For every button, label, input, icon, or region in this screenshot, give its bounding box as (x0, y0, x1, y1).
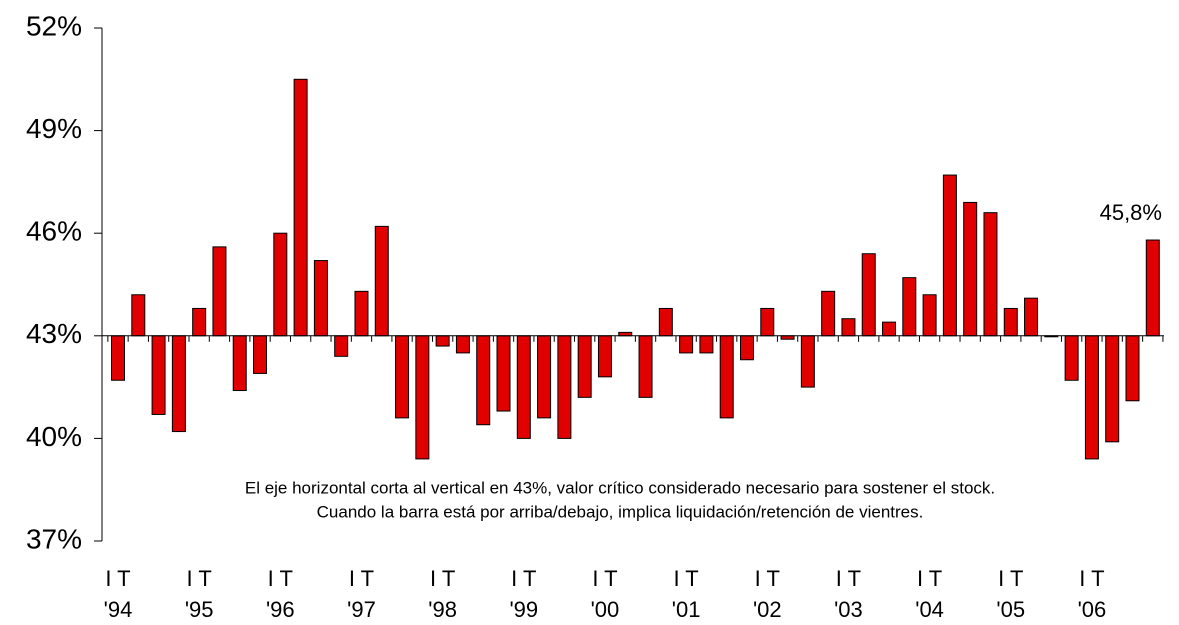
y-tick-label: 37% (26, 523, 82, 554)
bar (496, 335, 511, 412)
x-tick-label: '99 (509, 597, 538, 622)
bar (435, 335, 450, 347)
bar (638, 335, 653, 398)
bar (902, 277, 917, 337)
bar (821, 290, 836, 337)
y-tick-label: 43% (26, 318, 82, 349)
bar (780, 335, 795, 340)
bar (1064, 335, 1079, 381)
bar (537, 335, 552, 419)
x-tick-label: '98 (428, 597, 457, 622)
x-tick-label: I T (105, 566, 130, 591)
bar (942, 174, 957, 337)
x-tick-label: I T (917, 566, 942, 591)
bar (861, 253, 876, 337)
annotation: Cuando la barra está por arriba/debajo, … (317, 502, 924, 521)
x-tick-label: '02 (753, 597, 782, 622)
bar (557, 335, 572, 439)
bar (354, 290, 369, 337)
bar (1105, 335, 1120, 443)
bar (455, 335, 470, 354)
bar (313, 260, 328, 337)
x-tick-label: '06 (1078, 597, 1107, 622)
bar (171, 335, 186, 433)
bar (963, 201, 978, 337)
x-tick-label: '00 (591, 597, 620, 622)
x-tick-label: '94 (104, 597, 133, 622)
bar (577, 335, 592, 398)
bar (395, 335, 410, 419)
x-tick-label: I T (592, 566, 617, 591)
annotation: El eje horizontal corta al vertical en 4… (245, 478, 995, 497)
x-tick-label: '03 (834, 597, 863, 622)
x-tick-label: '96 (266, 597, 295, 622)
y-tick-label: 46% (26, 216, 82, 247)
x-tick-label: I T (755, 566, 780, 591)
bar (1125, 335, 1140, 402)
bar (597, 335, 612, 378)
bar (699, 335, 714, 354)
bar (1024, 297, 1039, 337)
bar (151, 335, 166, 415)
x-tick-label: '95 (185, 597, 214, 622)
bar (800, 335, 815, 388)
x-tick-label: I T (998, 566, 1023, 591)
x-tick-label: '97 (347, 597, 376, 622)
y-tick-label: 52% (26, 10, 82, 41)
x-tick-label: '05 (996, 597, 1025, 622)
bar (983, 212, 998, 337)
y-tick-label: 40% (26, 421, 82, 452)
bar (618, 331, 633, 337)
x-tick-label: I T (836, 566, 861, 591)
x-tick-label: I T (673, 566, 698, 591)
bar (334, 335, 349, 357)
bar (922, 294, 937, 337)
bar (1003, 307, 1018, 337)
bar (476, 335, 491, 426)
bar (679, 335, 694, 354)
bar (658, 307, 673, 337)
bar (374, 225, 389, 337)
x-tick-label: I T (268, 566, 293, 591)
bar (1084, 335, 1099, 460)
bar (111, 335, 125, 381)
bar (1145, 239, 1160, 337)
bar (739, 335, 754, 361)
bar (516, 335, 531, 439)
x-tick-label: '01 (672, 597, 701, 622)
bar (415, 335, 430, 460)
x-tick-label: I T (430, 566, 455, 591)
bar (841, 318, 856, 337)
bar (232, 335, 247, 392)
bar (293, 78, 308, 337)
x-tick-label: I T (511, 566, 536, 591)
y-tick-label: 49% (26, 113, 82, 144)
x-tick-label: I T (1079, 566, 1104, 591)
bar (719, 335, 734, 419)
x-tick-label: I T (349, 566, 374, 591)
bar (212, 246, 227, 337)
bar (760, 307, 775, 337)
x-tick-label: '04 (915, 597, 944, 622)
data-label: 45,8% (1100, 200, 1162, 225)
bar (253, 335, 268, 374)
bar (882, 321, 897, 337)
bar (273, 232, 288, 337)
bar (131, 294, 146, 337)
x-tick-label: I T (187, 566, 212, 591)
bar (192, 307, 207, 337)
